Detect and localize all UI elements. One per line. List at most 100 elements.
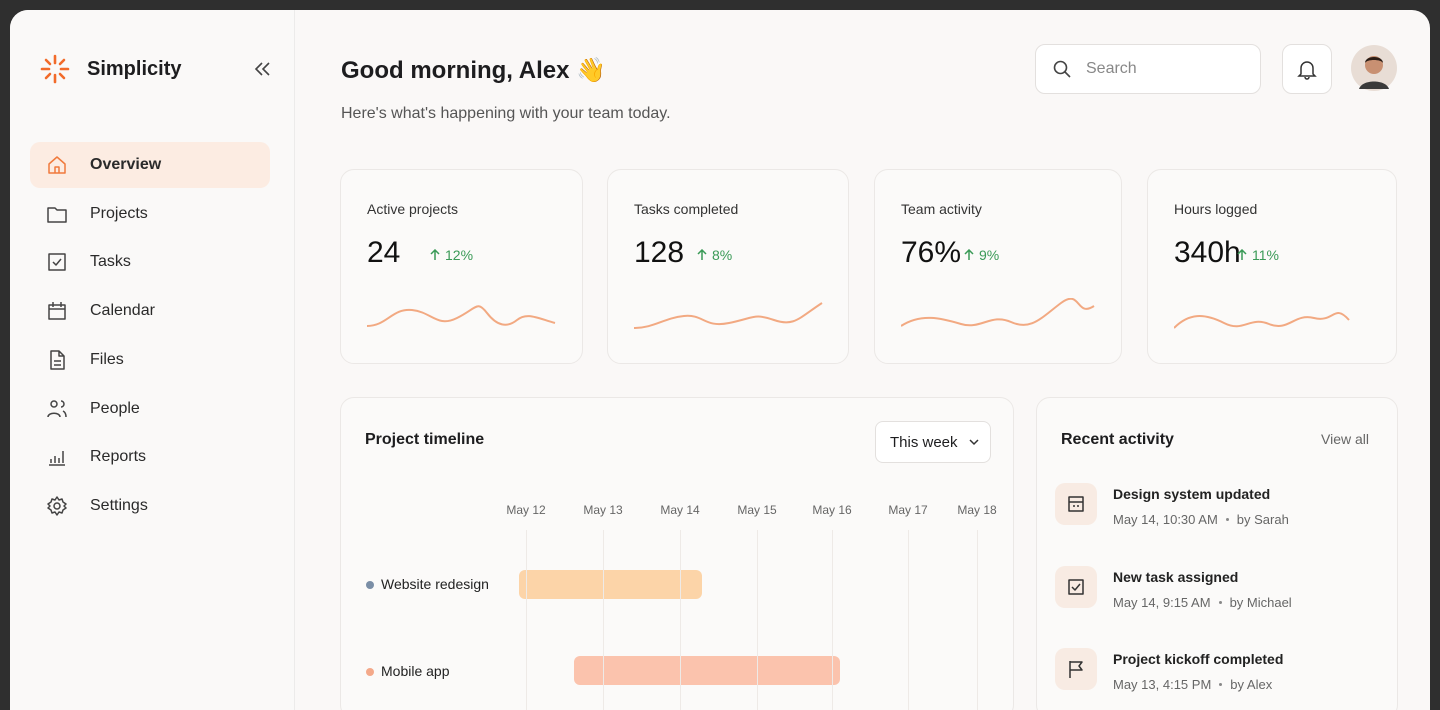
separator bbox=[1225, 518, 1229, 521]
icon bbox=[49, 451, 65, 466]
stat-change-text: 11% bbox=[1252, 247, 1279, 263]
nav-item-text: Overview bbox=[90, 156, 162, 173]
nav-item[interactable]: Calendar bbox=[30, 288, 270, 334]
day-label: May 18 bbox=[957, 503, 996, 517]
up-arrow bbox=[964, 249, 974, 260]
project-dot bbox=[366, 668, 374, 676]
nav-item[interactable]: Reports bbox=[30, 434, 270, 480]
stat-value-text: 24 bbox=[367, 236, 401, 269]
stat-label: Tasks completed bbox=[634, 201, 738, 217]
brand: Simplicity bbox=[87, 58, 182, 80]
up-arrow bbox=[697, 249, 707, 260]
nav-item[interactable]: Overview bbox=[30, 142, 270, 188]
stat-value: 340h bbox=[1174, 236, 1241, 270]
nav-item[interactable]: Projects bbox=[30, 191, 270, 237]
notifications-button[interactable] bbox=[1282, 44, 1332, 94]
stat-label-text: Active projects bbox=[367, 201, 459, 217]
nav-item-text: Settings bbox=[90, 496, 148, 514]
project-label: Mobile app bbox=[381, 663, 450, 679]
logo bbox=[40, 54, 70, 84]
timeline-bar bbox=[519, 570, 702, 599]
collapse-button[interactable] bbox=[252, 60, 272, 78]
grid-line bbox=[977, 530, 978, 710]
range-dropdown[interactable]: This week bbox=[875, 421, 991, 463]
stat-change-text: 12% bbox=[445, 247, 474, 263]
screen: Simplicity Overview Projects Tasks Calendar… bbox=[10, 10, 1430, 710]
grid-line bbox=[526, 530, 527, 710]
timeline-bar bbox=[574, 656, 840, 685]
activity-by-text: by Alex bbox=[1230, 677, 1273, 692]
activity-by-text: by Michael bbox=[1229, 594, 1292, 610]
nav-item[interactable]: People bbox=[30, 386, 270, 432]
icon bbox=[47, 206, 67, 223]
separator bbox=[1218, 600, 1222, 604]
activity-title: Design system updated bbox=[1113, 486, 1270, 502]
activity-by: by Michael bbox=[1230, 595, 1292, 610]
search-box[interactable]: Search bbox=[1035, 44, 1261, 94]
activity-meta-text: May 13, 4:15 PM bbox=[1113, 677, 1212, 692]
day-label-text: May 12 bbox=[506, 503, 546, 517]
project-label-text: Website redesign bbox=[381, 576, 489, 592]
stat-card: Active projects 24 12% bbox=[340, 169, 583, 364]
up-arrow bbox=[1237, 249, 1247, 260]
activity-meta-text: May 14, 10:30 AM bbox=[1113, 512, 1218, 527]
nav-item[interactable]: Tasks bbox=[30, 239, 270, 285]
icon bbox=[1068, 578, 1084, 595]
search-icon bbox=[1053, 60, 1071, 78]
activity-title-text: New task assigned bbox=[1113, 568, 1239, 585]
nav-item-text: Tasks bbox=[90, 253, 131, 271]
sparkline bbox=[900, 297, 1101, 339]
day-label: May 12 bbox=[506, 503, 545, 517]
nav-item[interactable]: Files bbox=[30, 337, 270, 383]
view-all-link[interactable]: View all bbox=[1321, 431, 1369, 447]
stat-label-text: Tasks completed bbox=[634, 201, 739, 217]
project-label: Website redesign bbox=[381, 576, 489, 592]
activity-meta: May 14, 9:15 AM by Michael bbox=[1113, 595, 1292, 610]
day-label-text: May 14 bbox=[660, 503, 700, 517]
icon bbox=[48, 156, 66, 174]
sparkline-svg bbox=[1173, 312, 1350, 329]
nav-item[interactable]: Settings bbox=[30, 483, 270, 529]
stat-value: 128 bbox=[634, 236, 684, 270]
sparkline bbox=[366, 298, 567, 339]
sparkline-svg bbox=[900, 297, 1095, 327]
day-label-text: May 18 bbox=[957, 503, 997, 517]
nav-item-text: Calendar bbox=[90, 302, 155, 320]
stat-value: 24 bbox=[367, 236, 400, 270]
grid-line bbox=[832, 530, 833, 710]
stat-label: Hours logged bbox=[1174, 201, 1257, 217]
activity-by: by Alex bbox=[1230, 677, 1272, 692]
stat-label: Active projects bbox=[367, 201, 458, 217]
chevron bbox=[969, 439, 979, 446]
range-label: This week bbox=[890, 433, 958, 451]
avatar[interactable] bbox=[1351, 45, 1397, 91]
sparkline bbox=[1173, 298, 1374, 339]
up-arrow bbox=[430, 249, 440, 260]
day-label: May 16 bbox=[812, 503, 851, 517]
activity-icon bbox=[1055, 565, 1097, 608]
day-label: May 17 bbox=[888, 503, 927, 517]
stat-card: Hours logged 340h 11% bbox=[1147, 169, 1397, 364]
project-dot bbox=[366, 581, 374, 589]
separator bbox=[1219, 683, 1223, 686]
nav-item-text: Projects bbox=[90, 204, 148, 222]
sparkline-svg bbox=[366, 305, 556, 327]
day-label-text: May 13 bbox=[583, 503, 623, 517]
day-label: May 13 bbox=[583, 503, 622, 517]
stat-change-text: 9% bbox=[979, 247, 1000, 263]
day-label-text: May 17 bbox=[888, 503, 928, 517]
greeting: Good morning, Alex 👋 bbox=[341, 57, 606, 84]
stat-change: 11% bbox=[1236, 247, 1279, 263]
stat-label: Team activity bbox=[901, 201, 982, 217]
icon bbox=[1069, 661, 1083, 678]
activity-by: by Sarah bbox=[1237, 512, 1289, 527]
activity-meta: May 14, 10:30 AM by Sarah bbox=[1113, 512, 1289, 527]
day-label: May 14 bbox=[660, 503, 699, 517]
activity-title: Recent activity bbox=[1061, 431, 1174, 448]
grid-line bbox=[908, 530, 909, 710]
activity-meta-text: May 14, 9:15 AM bbox=[1113, 594, 1211, 610]
stat-value-text: 76% bbox=[901, 236, 962, 269]
stat-change: 8% bbox=[696, 247, 732, 263]
grid-line bbox=[603, 530, 604, 710]
sidebar: Simplicity Overview Projects Tasks Calendar… bbox=[10, 10, 295, 710]
